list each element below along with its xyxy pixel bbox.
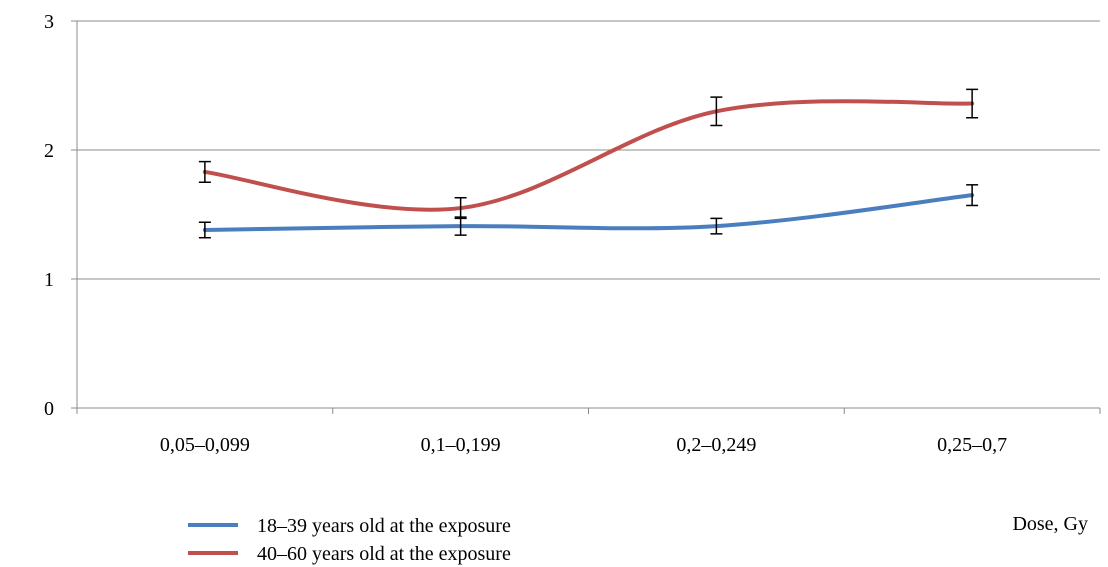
y-tick-label: 0 [44,398,54,420]
series-layer [198,88,979,239]
legend-item: 40–60 years old at the exposure [188,543,511,565]
error-bar [966,88,979,119]
x-axis-label: Dose, Gy [1012,513,1088,535]
legend: 18–39 years old at the exposure 40–60 yea… [188,515,511,565]
error-bar [966,184,979,207]
series-1 [202,193,975,232]
x-tick-label: 0,05–0,099 [160,434,250,456]
error-bars-2 [198,88,979,220]
legend-label: 18–39 years old at the exposure [257,515,511,537]
x-tick-labels: 0,05–0,099 0,1–0,199 0,2–0,249 0,25–0,7 [160,434,1007,456]
series-line [202,99,975,212]
series-2 [202,99,975,212]
y-tick-label: 1 [44,269,54,291]
x-tick-label: 0,2–0,249 [676,434,756,456]
gridlines [77,20,1100,280]
x-tick-label: 0,25–0,7 [937,434,1007,456]
error-bar [454,196,467,220]
error-bars-1 [198,184,979,239]
y-tick-labels: 0 1 2 3 [44,11,54,420]
y-tick-label: 2 [44,140,54,162]
error-bar [710,96,723,127]
legend-label: 40–60 years old at the exposure [257,543,511,565]
y-tick-label: 3 [44,11,54,33]
error-bar [198,160,211,183]
x-tick-label: 0,1–0,199 [421,434,501,456]
axes [71,20,1101,414]
legend-item: 18–39 years old at the exposure [188,515,511,537]
error-bar [710,217,723,235]
error-bar [198,221,211,239]
series-line [202,193,975,232]
